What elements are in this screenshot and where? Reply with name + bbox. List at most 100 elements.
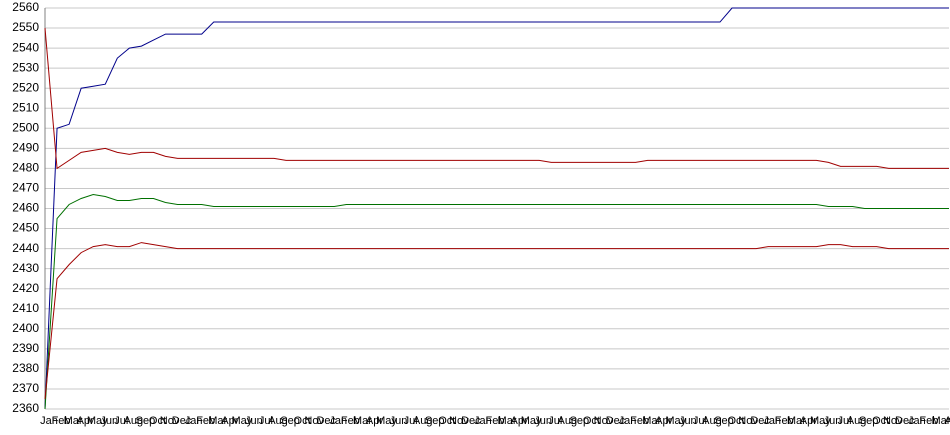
x-tick-label: Nov — [449, 415, 469, 427]
x-tick-label: Nov — [160, 415, 180, 427]
series-line — [44, 7, 949, 410]
x-tick-label: Jan — [763, 415, 781, 427]
y-tick-label: 2400 — [12, 321, 39, 335]
x-tick-label: Dec — [895, 415, 915, 427]
x-tick-label: Jul — [548, 415, 562, 427]
x-tick-label: Dec — [750, 415, 770, 427]
x-tick-label: Apr — [800, 415, 817, 427]
x-tick-label: May — [810, 415, 831, 427]
x-tick-label: Apr — [944, 415, 950, 427]
x-tick-label: Mar — [208, 415, 227, 427]
y-tick-label: 2440 — [12, 241, 39, 255]
x-tick-label: Apr — [511, 415, 528, 427]
x-tick-label: Oct — [583, 415, 600, 427]
x-tick-label: Oct — [727, 415, 744, 427]
x-tick-label: Feb — [919, 415, 938, 427]
x-tick-label: Nov — [304, 415, 324, 427]
x-tick-label: May — [87, 415, 108, 427]
x-tick-label: Jan — [908, 415, 926, 427]
x-tick-label: Oct — [149, 415, 166, 427]
x-tick-label: Aug — [268, 415, 288, 427]
y-tick-label: 2380 — [12, 361, 39, 375]
y-tick-label: 2530 — [12, 60, 39, 74]
x-tick-label: Nov — [883, 415, 903, 427]
x-tick-label: Jul — [114, 415, 128, 427]
y-tick-label: 2470 — [12, 181, 39, 195]
x-tick-label: Sep — [136, 415, 156, 427]
x-tick-label: Sep — [859, 415, 879, 427]
x-tick-label: Mar — [787, 415, 806, 427]
x-tick-label: Jun — [679, 415, 697, 427]
x-tick-label: Oct — [294, 415, 311, 427]
x-tick-label: May — [665, 415, 686, 427]
x-tick-label: Jul — [693, 415, 707, 427]
x-tick-label: Nov — [594, 415, 614, 427]
y-tick-label: 2480 — [12, 161, 39, 175]
x-tick-label: Mar — [498, 415, 517, 427]
x-tick-label: Oct — [438, 415, 455, 427]
y-tick-label: 2410 — [12, 301, 39, 315]
series-line — [44, 193, 949, 410]
x-tick-label: Feb — [485, 415, 504, 427]
y-tick-label: 2420 — [12, 281, 39, 295]
x-tick-label: Jan — [619, 415, 637, 427]
x-tick-label: May — [521, 415, 542, 427]
x-tick-label: Aug — [847, 415, 867, 427]
y-tick-label: 2390 — [12, 341, 39, 355]
x-tick-label: May — [231, 415, 252, 427]
x-tick-label: Dec — [316, 415, 336, 427]
x-tick-label: Apr — [655, 415, 672, 427]
y-tick-label: 2520 — [12, 80, 39, 94]
y-tick-label: 2430 — [12, 261, 39, 275]
x-tick-label: Dec — [172, 415, 192, 427]
x-tick-label: Feb — [196, 415, 215, 427]
x-tick-label: Dec — [461, 415, 481, 427]
x-tick-label: Aug — [124, 415, 144, 427]
x-tick-label: Jun — [245, 415, 263, 427]
x-tick-label: Sep — [714, 415, 734, 427]
x-tick-label: Feb — [630, 415, 649, 427]
x-tick-label: May — [376, 415, 397, 427]
series-line — [44, 242, 949, 400]
y-tick-label: 2510 — [12, 100, 39, 114]
x-tick-label: Oct — [872, 415, 889, 427]
y-tick-label: 2560 — [12, 0, 39, 14]
x-tick-label: Feb — [341, 415, 360, 427]
x-tick-label: Sep — [570, 415, 590, 427]
x-tick-label: Jan — [329, 415, 347, 427]
x-tick-label: Mar — [642, 415, 661, 427]
series-line — [44, 28, 949, 170]
x-tick-label: Feb — [52, 415, 71, 427]
x-tick-label: Jan — [474, 415, 492, 427]
y-tick-label: 2450 — [12, 221, 39, 235]
x-tick-label: Apr — [366, 415, 383, 427]
x-tick-label: Feb — [775, 415, 794, 427]
x-tick-label: Apr — [221, 415, 238, 427]
y-tick-label: 2540 — [12, 40, 39, 54]
x-tick-label: Jul — [259, 415, 273, 427]
y-tick-label: 2500 — [12, 120, 39, 134]
x-tick-label: Sep — [425, 415, 445, 427]
x-tick-label: Nov — [738, 415, 758, 427]
y-tick-label: 2550 — [12, 20, 39, 34]
x-tick-label: Aug — [702, 415, 722, 427]
x-tick-label: Jun — [824, 415, 842, 427]
x-tick-label: Aug — [558, 415, 578, 427]
y-tick-label: 2490 — [12, 141, 39, 155]
x-tick-label: Jul — [404, 415, 418, 427]
x-tick-label: Mar — [64, 415, 83, 427]
x-tick-label: Jun — [390, 415, 408, 427]
x-tick-label: Jul — [837, 415, 851, 427]
x-tick-label: Jun — [100, 415, 118, 427]
x-tick-label: Jan — [185, 415, 203, 427]
y-tick-label: 2460 — [12, 201, 39, 215]
x-tick-label: Aug — [413, 415, 433, 427]
x-tick-label: Jan — [40, 415, 58, 427]
x-tick-label: Sep — [280, 415, 300, 427]
x-tick-label: Mar — [931, 415, 950, 427]
x-tick-label: Jun — [534, 415, 552, 427]
x-tick-label: Apr — [77, 415, 94, 427]
y-tick-label: 2360 — [12, 401, 39, 415]
